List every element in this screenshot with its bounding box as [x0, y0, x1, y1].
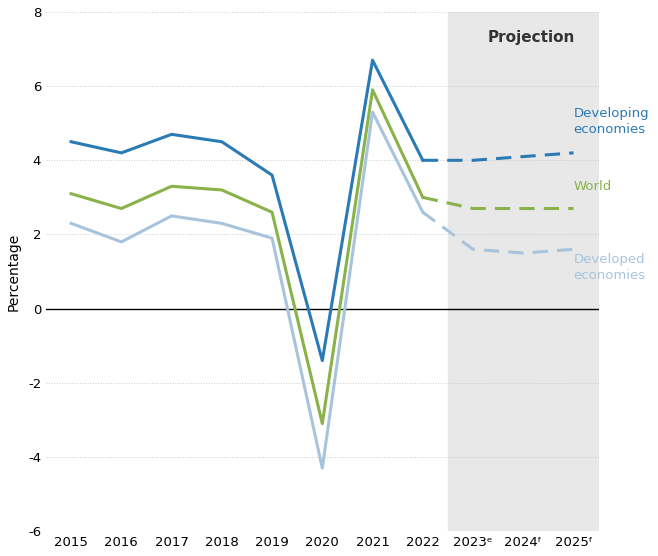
Text: World: World: [574, 180, 612, 193]
Text: Developed
economies: Developed economies: [574, 254, 645, 282]
Y-axis label: Percentage: Percentage: [7, 232, 21, 311]
Text: Developing
economies: Developing economies: [574, 107, 649, 136]
Text: Projection: Projection: [488, 31, 576, 46]
Bar: [448, 12, 599, 531]
